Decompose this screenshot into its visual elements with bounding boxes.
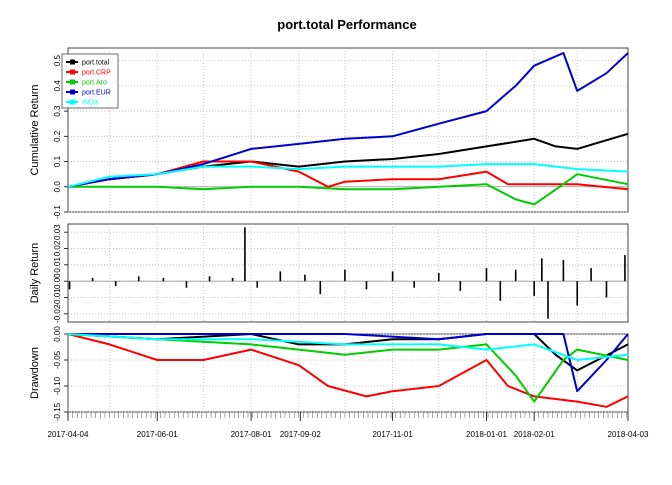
y-tick-label: 0.00	[53, 273, 62, 289]
daily-return-bar	[231, 277, 234, 282]
x-tick-label: 2017-06-01	[137, 430, 178, 439]
daily-return-bar	[185, 281, 188, 288]
y-axis-label: Drawdown	[29, 347, 41, 399]
y-tick-label: 0.02	[53, 240, 62, 256]
chart-title: port.total Performance	[277, 17, 416, 32]
y-axis-label: Cumulative Return	[29, 84, 41, 175]
legend-entry: port.EUR	[82, 90, 111, 97]
daily-return-bar	[547, 281, 549, 319]
x-tick-label: 2018-02-01	[514, 430, 555, 439]
y-tick-label: 0.5	[53, 55, 62, 67]
legend-entry: port.CRP	[82, 70, 111, 77]
legend-entry: port.total	[82, 60, 110, 67]
y-tick-label: 0.03	[53, 224, 62, 240]
x-tick-label: 2017-11-01	[372, 430, 413, 439]
daily-return-bar	[576, 281, 579, 306]
y-tick-label: 0.1	[53, 155, 62, 167]
x-tick-label: 2017-09-02	[280, 430, 321, 439]
daily-return-bar	[485, 268, 488, 282]
daily-return-bar	[304, 274, 306, 282]
daily-return-bar	[279, 271, 282, 282]
daily-return-bar	[459, 281, 462, 291]
cumulative-return-panel: -0.1 0.0 0.1 0.2 0.3 0.4 0.5 Cumulative Return	[29, 47, 629, 219]
y-tick-label: -0.02	[53, 304, 62, 323]
x-tick-label: 2017-04-04	[48, 430, 89, 439]
series-line-port-Aro	[67, 333, 629, 403]
panel-frame	[67, 223, 629, 323]
x-tick-label: 2018-01-01	[466, 430, 507, 439]
daily-return-bar	[562, 259, 565, 282]
daily-return-bar	[541, 258, 543, 282]
series-line-INDX	[67, 333, 629, 361]
y-tick-label: 0.0	[53, 181, 62, 193]
legend-entry: port.Aro	[82, 80, 107, 87]
daily-return-bar	[344, 269, 346, 282]
daily-return-bar	[605, 281, 608, 298]
daily-return-bar	[68, 281, 71, 290]
y-tick-label: 0.3	[53, 105, 62, 117]
date-axis: 2017-04-04 2017-06-01 2017-08-01 2017-09-02…	[48, 412, 649, 439]
daily-return-bar	[533, 281, 535, 296]
x-tick-label: 2017-08-01	[231, 430, 272, 439]
legend-swatch-marker	[70, 89, 75, 95]
series-line-port-Aro	[68, 173, 629, 206]
daily-return-bar	[137, 276, 140, 282]
y-axis-label: Daily Return	[29, 243, 41, 304]
daily-return-bar	[244, 227, 246, 282]
daily-return-bar	[437, 273, 440, 282]
legend-entry: INDX	[82, 100, 99, 107]
daily-return-bar	[319, 281, 322, 295]
panel-frame	[67, 333, 629, 413]
daily-return-bar	[208, 276, 211, 282]
daily-return-bar	[514, 269, 517, 282]
y-tick-label: -0.01	[53, 288, 62, 307]
legend-swatch-marker	[70, 59, 75, 65]
series-line-port-EUR	[67, 52, 629, 188]
daily-return-bar	[114, 281, 117, 287]
daily-return-bar	[624, 255, 626, 282]
x-tick-label: 2018-04-03	[608, 430, 649, 439]
y-tick-label: -0.10	[53, 376, 62, 395]
legend: port.total port.CRP port.Aro port.EUR INDX	[61, 53, 119, 109]
y-tick-label: 0.00	[53, 326, 62, 342]
daily-return-bar	[91, 277, 94, 282]
series-line-port-total	[67, 132, 629, 188]
legend-swatch-marker	[70, 69, 75, 75]
legend-swatch-marker	[70, 99, 75, 105]
drawdown-panel: -0.15 -0.10 -0.05 0.00 Drawdown	[29, 326, 629, 421]
series-line-INDX	[67, 163, 629, 188]
legend-swatch-marker	[70, 79, 75, 85]
daily-return-bar	[499, 281, 502, 301]
y-tick-label: -0.05	[53, 350, 62, 369]
daily-return-bar	[391, 271, 394, 282]
daily-return-panel: -0.02-0.010.000.010.020.03 Daily Return	[29, 223, 629, 323]
daily-return-bar	[162, 277, 165, 282]
series-line-port-EUR	[68, 333, 629, 393]
y-tick-label: 0.01	[53, 257, 62, 273]
y-tick-label: 0.2	[53, 130, 62, 142]
y-tick-label: -0.1	[53, 205, 62, 219]
daily-return-bar	[365, 281, 368, 290]
y-tick-label: 0.4	[53, 80, 62, 92]
daily-return-bar	[590, 268, 592, 282]
series-line-port-CRP	[67, 333, 629, 408]
daily-return-bar	[256, 281, 259, 288]
daily-return-bar	[413, 281, 415, 288]
y-tick-label: -0.15	[53, 402, 62, 421]
